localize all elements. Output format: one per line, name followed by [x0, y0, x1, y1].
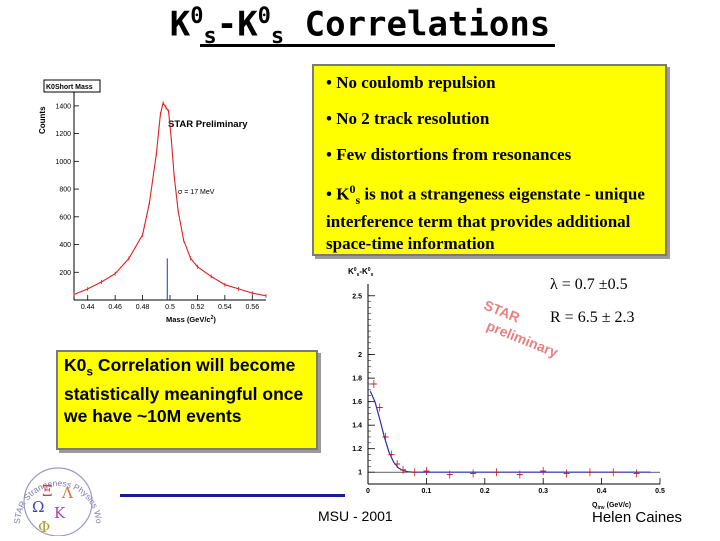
corr-y-tick-label: 1.6 — [352, 399, 362, 406]
lambda-value: λ = 0.7 ±0.5 — [548, 276, 630, 294]
bullet-track-resolution: • No 2 track resolution — [326, 109, 490, 128]
corr-x-tick-label: 0.5 — [655, 488, 665, 495]
star-strangeness-logo: STAR Strangeness Physics Working Group Ξ… — [3, 444, 110, 537]
star-preliminary-label: STAR Preliminary — [168, 119, 248, 130]
fit-curve — [369, 391, 651, 473]
mass-histogram: K0Short Mass Counts STAR Preliminary σ =… — [36, 72, 272, 324]
mass-distribution-line — [73, 101, 267, 297]
logo-omega: Ω — [32, 498, 44, 516]
x-tick-label: 0.48 — [136, 304, 150, 311]
properties-box: • No coulomb repulsion • No 2 track reso… — [312, 64, 667, 256]
x-tick-label: 0.56 — [245, 304, 259, 311]
x-tick-label: 0.52 — [191, 304, 205, 311]
x-axis-label: Mass (GeV/c2) — [166, 315, 216, 324]
y-tick-label: 800 — [59, 187, 71, 194]
bullet-resonances: • Few distortions from resonances — [326, 145, 572, 164]
slide-title: K0s-K0s Correlations — [169, 4, 551, 50]
footer-rule — [120, 494, 345, 497]
y-tick-label: 1200 — [55, 131, 71, 138]
corr-x-tick-label: 0.2 — [480, 488, 490, 495]
bullet-coulomb: • No coulomb repulsion — [326, 73, 496, 92]
y-tick-label: 400 — [59, 242, 71, 249]
y-axis-label: Counts — [38, 106, 47, 134]
footer-author: Helen Caines — [592, 509, 683, 526]
footer-venue: MSU - 2001 — [318, 508, 393, 524]
sigma-label: σ = 17 MeV — [178, 189, 215, 196]
y-tick-label: 200 — [59, 270, 71, 277]
y-tick-label: 600 — [59, 214, 71, 221]
logo-xi: Ξ — [42, 482, 53, 500]
y-tick-label: 1400 — [55, 103, 71, 110]
corr-y-tick-label: 2.5 — [352, 293, 362, 300]
title-underline — [200, 44, 555, 47]
corr-y-tick-label: 1.8 — [352, 376, 362, 383]
y-tick-label: 1000 — [55, 159, 71, 166]
x-tick-label: 0.5 — [165, 304, 175, 311]
corr-hist-label: K0s-K0s — [348, 267, 374, 278]
corr-x-axis-label: Qinv (GeV/c) — [592, 502, 631, 510]
statistics-note-box: K0s Correlation will become statisticall… — [56, 350, 318, 450]
corr-x-tick-label: 0.4 — [597, 488, 607, 495]
corr-y-tick-label: 1.2 — [352, 446, 362, 453]
logo-phi: Φ — [38, 518, 50, 536]
bullet-eigenstate: • K0s is not a strangeness eigenstate - … — [326, 182, 645, 254]
corr-x-tick-label: 0.3 — [538, 488, 548, 495]
hist-title: K0Short Mass — [46, 84, 93, 91]
corr-x-tick-label: 0 — [366, 488, 370, 495]
logo-lambda: Λ — [61, 484, 73, 502]
x-tick-label: 0.44 — [81, 304, 95, 311]
hist-title-box — [43, 79, 101, 93]
corr-y-tick-label: 1 — [358, 470, 362, 477]
corr-y-tick-label: 1.4 — [352, 423, 362, 430]
radius-value: R = 6.5 ± 2.3 — [548, 309, 637, 327]
correlation-plot: K0s-K0s STAR preliminary Qinv (GeV/c) 2.… — [330, 262, 670, 511]
corr-x-tick-label: 0.1 — [422, 488, 432, 495]
corr-y-tick-label: 2 — [358, 352, 362, 359]
x-tick-label: 0.46 — [108, 304, 122, 311]
logo-kaon: K — [54, 504, 66, 522]
x-tick-label: 0.54 — [218, 304, 232, 311]
